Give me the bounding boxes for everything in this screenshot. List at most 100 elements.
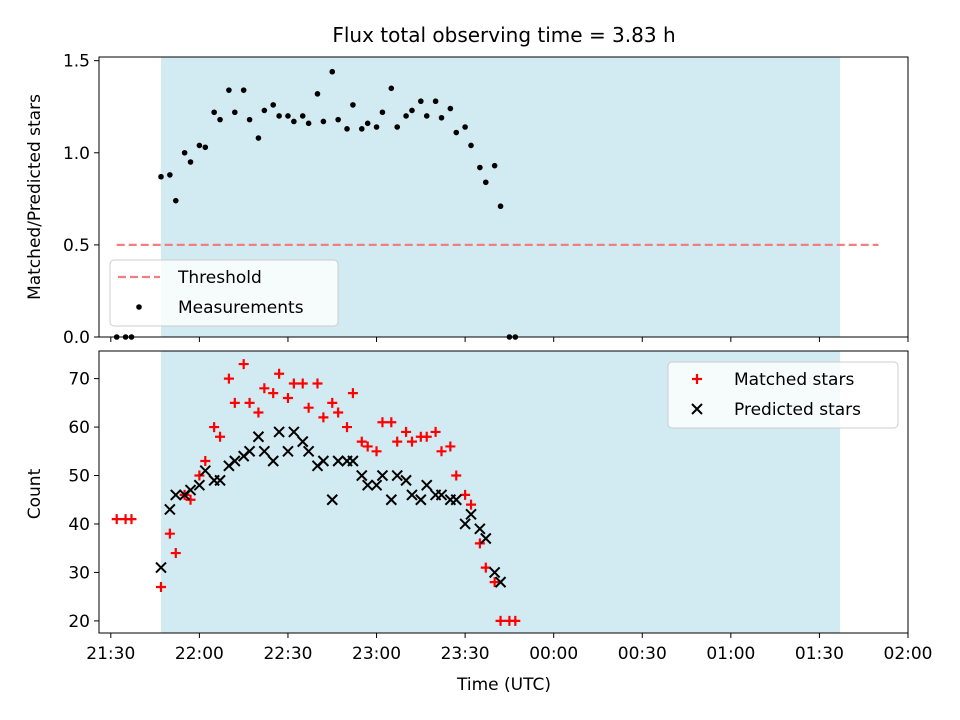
measurement-point: [497, 203, 504, 210]
predicted-star-point: [480, 532, 492, 545]
predicted-star-point: [435, 489, 448, 501]
matched-star-point: [371, 446, 382, 457]
measurement-point: [468, 142, 474, 149]
matched-star-point: [451, 470, 462, 481]
matched-star-point: [421, 431, 432, 442]
matched-star-point: [401, 426, 412, 437]
predicted-star-point: [164, 503, 176, 516]
legend-matched-swatch: [692, 374, 702, 384]
measurement-point: [261, 107, 268, 114]
matched-star-point: [126, 514, 137, 525]
legend-matched-label: Matched stars: [734, 370, 854, 390]
matched-star-point: [318, 412, 329, 423]
matched-star-point: [377, 417, 388, 428]
x-tick-label: 01:30: [795, 644, 844, 664]
y-tick-label: 70: [68, 370, 90, 390]
axes-frame: [98, 350, 909, 634]
x-axis-label: Time (UTC): [456, 675, 551, 695]
matched-star-point: [362, 441, 373, 452]
series-predicted-stars: [155, 426, 507, 588]
measurement-point: [187, 159, 194, 165]
measurement-point: [344, 126, 350, 132]
measurement-point: [202, 144, 209, 151]
matched-star-point: [510, 615, 521, 626]
measurement-point: [373, 124, 380, 130]
predicted-star-point: [332, 455, 344, 467]
x-tick-label: 01:00: [706, 644, 755, 664]
x-tick-label: 23:30: [441, 644, 490, 664]
matched-star-point: [460, 489, 471, 500]
predicted-star-point: [267, 455, 279, 467]
measurement-point: [403, 113, 409, 119]
y-tick-label: 0.0: [63, 328, 90, 348]
chart-title: Flux total observing time = 3.83 h: [332, 23, 675, 47]
axes-frame: [98, 56, 909, 338]
matched-star-point: [215, 431, 226, 442]
predicted-star-point: [302, 445, 315, 458]
matched-star-point: [489, 577, 500, 588]
matched-star-point: [392, 436, 403, 447]
predicted-star-point: [184, 484, 197, 496]
y-tick-label: 0.5: [63, 236, 90, 256]
matched-star-point: [268, 388, 279, 399]
matched-star-point: [333, 407, 344, 418]
measurement-point: [329, 68, 336, 75]
measurement-point: [379, 109, 386, 116]
matched-star-point: [259, 383, 270, 394]
measurement-point: [305, 120, 312, 127]
measurement-point: [240, 87, 247, 93]
matched-star-point: [436, 446, 447, 457]
measurement-point: [217, 116, 223, 123]
x-tick-label: 00:00: [529, 644, 578, 664]
measurement-point: [232, 109, 238, 116]
measurement-point: [418, 98, 424, 105]
bottom-panel: 20 30 40 50 60 70 21:30 22:00 22:30 23:00 23:30 00:…: [68, 350, 933, 664]
predicted-star-point: [282, 445, 294, 458]
predicted-star-point: [297, 435, 309, 448]
predicted-star-point: [317, 455, 330, 467]
matched-star-point: [156, 581, 167, 592]
predicted-star-point: [415, 494, 427, 506]
legend-box: [667, 361, 899, 429]
predicted-star-point: [326, 494, 338, 506]
matched-star-point: [347, 388, 358, 399]
predicted-star-point: [243, 445, 256, 458]
series-matched-stars: [111, 359, 521, 626]
matched-star-point: [170, 548, 181, 559]
measurement-point: [299, 113, 306, 119]
measurement-point: [432, 98, 439, 105]
x-tick-label: 21:30: [86, 644, 135, 664]
predicted-star-point: [288, 426, 300, 438]
predicted-star-point: [199, 464, 211, 477]
predicted-star-point: [391, 469, 403, 482]
predicted-star-point: [356, 469, 368, 482]
measurement-point: [291, 118, 297, 125]
top-y-axis-label: Matched/Predicted stars: [25, 94, 45, 300]
measurement-point: [335, 116, 341, 123]
predicted-star-point: [488, 566, 501, 579]
x-tick-label: 02:00: [884, 644, 933, 664]
matched-star-point: [495, 615, 506, 626]
y-tick-label: 20: [68, 612, 90, 632]
measurement-point: [423, 113, 430, 119]
bottom-y-axis-label: Count: [25, 468, 45, 519]
measurement-point: [158, 173, 164, 180]
matched-star-point: [282, 393, 293, 403]
predicted-star-point: [273, 426, 285, 438]
matched-star-point: [194, 470, 205, 481]
predicted-star-point: [193, 479, 206, 491]
matched-star-point: [223, 373, 234, 384]
series-measurements: [113, 68, 519, 340]
measurement-point: [314, 91, 321, 97]
legend-threshold-label: Threshold: [177, 268, 262, 288]
matched-star-point: [229, 397, 240, 408]
measurement-point: [491, 162, 498, 169]
predicted-star-point: [361, 479, 374, 491]
legend-predicted-label: Predicted stars: [734, 400, 861, 420]
matched-star-point: [386, 417, 397, 428]
measurement-point: [447, 105, 454, 112]
matched-star-point: [185, 494, 196, 505]
predicted-star-point: [385, 494, 398, 506]
matched-star-point: [200, 455, 211, 466]
matched-star-point: [430, 426, 441, 437]
